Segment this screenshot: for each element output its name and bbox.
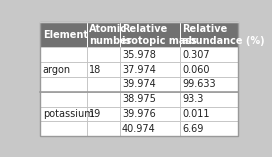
Bar — [40, 92, 87, 107]
Bar — [120, 77, 180, 92]
Text: 40.974: 40.974 — [122, 124, 156, 134]
Bar — [40, 77, 87, 92]
Bar — [40, 22, 87, 47]
Bar — [120, 62, 180, 77]
Bar — [180, 22, 239, 47]
Bar — [40, 107, 87, 121]
Text: 39.976: 39.976 — [122, 109, 156, 119]
Bar — [87, 121, 120, 136]
Bar — [120, 107, 180, 121]
Text: argon: argon — [43, 65, 71, 75]
Bar — [180, 121, 239, 136]
Text: 18: 18 — [89, 65, 101, 75]
Bar — [120, 47, 180, 62]
Bar — [180, 107, 239, 121]
Text: 6.69: 6.69 — [183, 124, 204, 134]
Text: Relative
abundance (%): Relative abundance (%) — [183, 24, 265, 46]
Text: potassium: potassium — [43, 109, 94, 119]
Text: 0.307: 0.307 — [183, 50, 210, 60]
Bar — [40, 121, 87, 136]
Text: 39.974: 39.974 — [122, 79, 156, 89]
Text: 35.978: 35.978 — [122, 50, 156, 60]
Bar — [40, 62, 87, 77]
Bar — [180, 47, 239, 62]
Text: 0.060: 0.060 — [183, 65, 210, 75]
Bar — [180, 62, 239, 77]
Bar — [87, 22, 120, 47]
Text: Relative
isotopic mass: Relative isotopic mass — [122, 24, 197, 46]
Text: 38.975: 38.975 — [122, 94, 156, 104]
Text: 93.3: 93.3 — [183, 94, 204, 104]
Bar — [87, 62, 120, 77]
Text: 99.633: 99.633 — [183, 79, 216, 89]
Bar — [120, 22, 180, 47]
Bar — [87, 77, 120, 92]
Bar — [40, 47, 87, 62]
Bar — [120, 121, 180, 136]
Bar — [180, 77, 239, 92]
Text: 19: 19 — [89, 109, 101, 119]
Text: Atomic
number: Atomic number — [89, 24, 132, 46]
Bar — [87, 92, 120, 107]
Bar — [120, 92, 180, 107]
Text: Element: Element — [43, 30, 88, 40]
Text: 0.011: 0.011 — [183, 109, 210, 119]
Text: 37.974: 37.974 — [122, 65, 156, 75]
Bar — [87, 47, 120, 62]
Bar — [87, 107, 120, 121]
Bar — [180, 92, 239, 107]
